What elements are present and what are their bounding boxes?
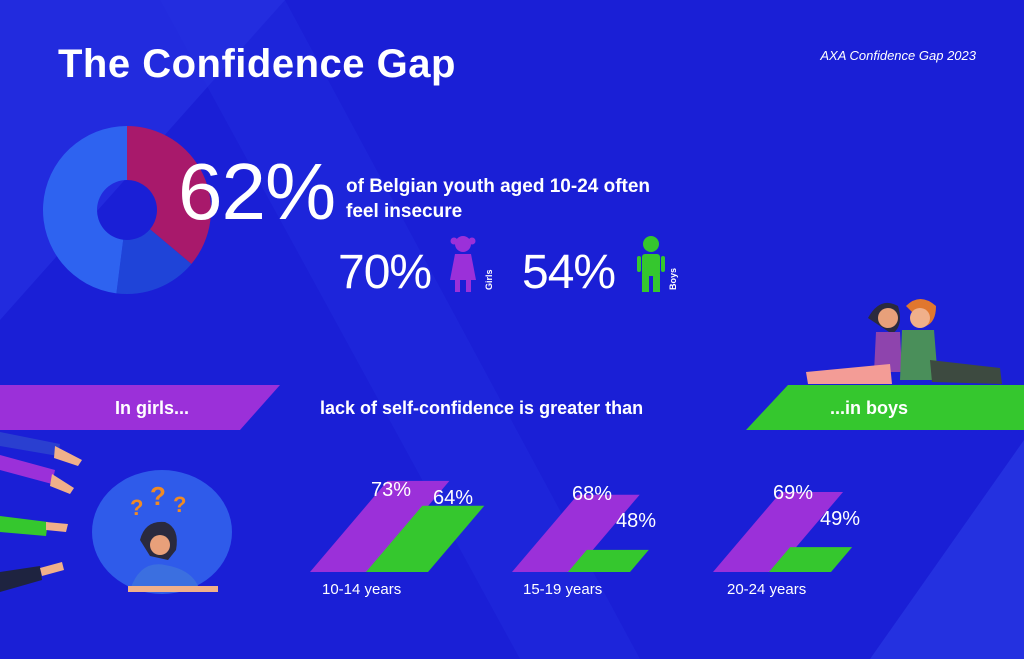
- girls-percentage: 70%: [338, 246, 432, 299]
- boys-bar: [366, 505, 485, 572]
- headline-percentage: 62%: [178, 147, 336, 236]
- page-title: The Confidence Gap: [58, 42, 456, 86]
- in-boys-label: ...in boys: [830, 398, 909, 418]
- boys-bar: [769, 547, 853, 572]
- girls-bar: [512, 494, 640, 572]
- donut-slice-highlight: [127, 126, 211, 264]
- in-girls-label: In girls...: [115, 398, 190, 418]
- girls-bar: [713, 491, 844, 572]
- boys-value-label: 64%: [433, 487, 474, 509]
- svg-text:?: ?: [150, 481, 166, 511]
- boys-bar: [568, 549, 649, 572]
- age-category-label: 20-24 years: [727, 581, 807, 598]
- comparison-text: lack of self-confidence is greater than: [320, 398, 644, 418]
- boys-value-label: 48%: [616, 510, 657, 532]
- girls-bar: [310, 480, 450, 572]
- age-category-label: 15-19 years: [523, 581, 603, 598]
- boys-value-label: 49%: [820, 508, 861, 530]
- source-label: AXA Confidence Gap 2023: [820, 48, 976, 63]
- boys-percentage: 54%: [522, 246, 616, 299]
- girls-value-label: 69%: [773, 482, 814, 504]
- donut-slice: [116, 229, 192, 294]
- svg-text:?: ?: [130, 495, 143, 520]
- headline-text: of Belgian youth aged 10-24 often feel i…: [346, 176, 651, 222]
- age-category-label: 10-14 years: [322, 581, 402, 598]
- girls-value-label: 68%: [572, 483, 613, 505]
- donut-slice: [42, 126, 128, 294]
- svg-text:?: ?: [173, 492, 186, 517]
- girls-value-label: 73%: [371, 479, 412, 501]
